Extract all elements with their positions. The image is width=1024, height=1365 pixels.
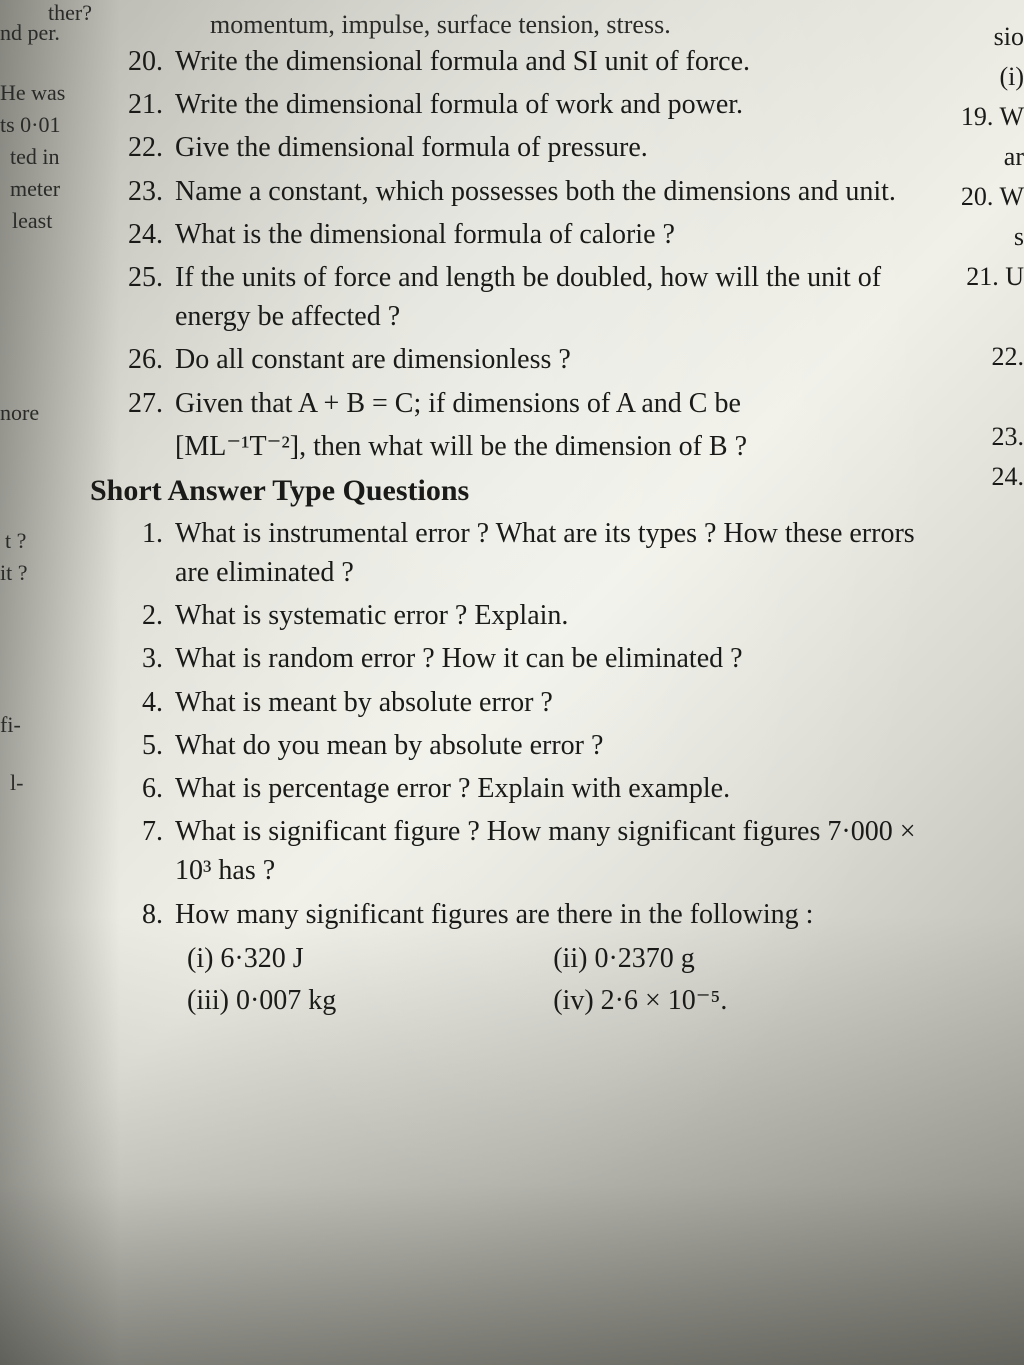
margin-fragment: least — [12, 208, 52, 234]
sub-option: (ii) 0·2370 g — [553, 938, 919, 980]
page-shadow-left — [0, 0, 120, 1365]
question-item: 20.Write the dimensional formula and SI … — [120, 42, 950, 81]
question-text: How many significant figures are there i… — [175, 895, 950, 934]
question-number: 26. — [120, 340, 175, 379]
textbook-page: momentum, impulse, surface tension, stre… — [0, 0, 1024, 1365]
question-number: 27. — [120, 384, 175, 423]
question-item: 1.What is instrumental error ? What are … — [120, 514, 950, 592]
margin-fragment: fi- — [0, 712, 21, 738]
margin-fragment: it ? — [0, 560, 28, 586]
margin-fragment: He was — [0, 80, 65, 106]
margin-fragment: ted in — [10, 144, 60, 170]
question-item: 26.Do all constant are dimensionless ? — [120, 340, 950, 379]
question-text: What is percentage error ? Explain with … — [175, 769, 950, 808]
question-text: What is systematic error ? Explain. — [175, 596, 950, 635]
question-item: 2.What is systematic error ? Explain. — [120, 596, 950, 635]
question-text: What is meant by absolute error ? — [175, 683, 950, 722]
question-text: What is the dimensional formula of calor… — [175, 215, 950, 254]
question-number: 25. — [120, 258, 175, 336]
question-item: 4.What is meant by absolute error ? — [120, 683, 950, 722]
question-text: What is significant figure ? How many si… — [175, 812, 950, 890]
question-text: Do all constant are dimensionless ? — [175, 340, 950, 379]
question-item: 22.Give the dimensional formula of press… — [120, 128, 950, 167]
question-number: 24. — [120, 215, 175, 254]
margin-fragment: t ? — [5, 528, 26, 554]
question-number: 1. — [120, 514, 175, 592]
question-text: Write the dimensional formula of work an… — [175, 85, 950, 124]
section-heading: Short Answer Type Questions — [90, 474, 950, 508]
question-text: If the units of force and length be doub… — [175, 258, 950, 336]
margin-fragment: sio — [994, 22, 1024, 52]
question-text: Give the dimensional formula of pressure… — [175, 128, 950, 167]
question-text: What is random error ? How it can be eli… — [175, 639, 950, 678]
top-fragment-text: momentum, impulse, surface tension, stre… — [210, 10, 950, 40]
dimension-continuation: [ML⁻¹T⁻²], then what will be the dimensi… — [120, 427, 950, 466]
questions-block-2: 1.What is instrumental error ? What are … — [120, 514, 950, 934]
question-number: 21. — [120, 85, 175, 124]
sub-option: (iii) 0·007 kg — [187, 980, 553, 1022]
margin-fragment: nd per. — [0, 20, 60, 46]
margin-fragment: nore — [0, 400, 39, 426]
question-text: Write the dimensional formula and SI uni… — [175, 42, 950, 81]
question-number: 6. — [120, 769, 175, 808]
question-number: 5. — [120, 726, 175, 765]
question-text: What do you mean by absolute error ? — [175, 726, 950, 765]
sub-option: (iv) 2·6 × 10⁻⁵. — [553, 980, 919, 1022]
questions-block-1: 20.Write the dimensional formula and SI … — [120, 42, 950, 423]
question-text: What is instrumental error ? What are it… — [175, 514, 950, 592]
question-item: 24.What is the dimensional formula of ca… — [120, 215, 950, 254]
question-item: 25.If the units of force and length be d… — [120, 258, 950, 336]
margin-fragment: 22. — [992, 342, 1024, 372]
question-item: 3.What is random error ? How it can be e… — [120, 639, 950, 678]
question-number: 2. — [120, 596, 175, 635]
question-text: Given that A + B = C; if dimensions of A… — [175, 384, 950, 423]
margin-fragment: ts 0·01 — [0, 112, 61, 138]
margin-fragment: s — [1014, 222, 1024, 252]
margin-fragment: 20. W — [961, 182, 1024, 212]
question-number: 23. — [120, 172, 175, 211]
question-number: 7. — [120, 812, 175, 890]
sub-option: (i) 6·320 J — [187, 938, 553, 980]
question-text: Name a constant, which possesses both th… — [175, 172, 950, 211]
question-number: 8. — [120, 895, 175, 934]
question-number: 3. — [120, 639, 175, 678]
margin-fragment: (i) — [999, 62, 1024, 92]
margin-fragment: 24. — [992, 462, 1024, 492]
question-item: 21.Write the dimensional formula of work… — [120, 85, 950, 124]
question-item: 5.What do you mean by absolute error ? — [120, 726, 950, 765]
question-number: 20. — [120, 42, 175, 81]
margin-fragment: 21. U — [966, 262, 1024, 292]
margin-fragment: 23. — [992, 422, 1024, 452]
question-number: 4. — [120, 683, 175, 722]
question-item: 27.Given that A + B = C; if dimensions o… — [120, 384, 950, 423]
question-item: 23.Name a constant, which possesses both… — [120, 172, 950, 211]
sub-options-block: (i) 6·320 J(ii) 0·2370 g(iii) 0·007 kg(i… — [187, 938, 950, 1022]
dimension-line-text: [ML⁻¹T⁻²], then what will be the dimensi… — [175, 427, 950, 466]
margin-fragment: ar — [1004, 142, 1024, 172]
margin-fragment: l- — [10, 770, 23, 796]
question-number: 22. — [120, 128, 175, 167]
margin-fragment: meter — [10, 176, 60, 202]
question-item: 7.What is significant figure ? How many … — [120, 812, 950, 890]
main-content: momentum, impulse, surface tension, stre… — [120, 0, 950, 1022]
margin-fragment: 19. W — [961, 102, 1024, 132]
question-item: 8.How many significant figures are there… — [120, 895, 950, 934]
empty-num — [120, 427, 175, 466]
question-item: 6.What is percentage error ? Explain wit… — [120, 769, 950, 808]
